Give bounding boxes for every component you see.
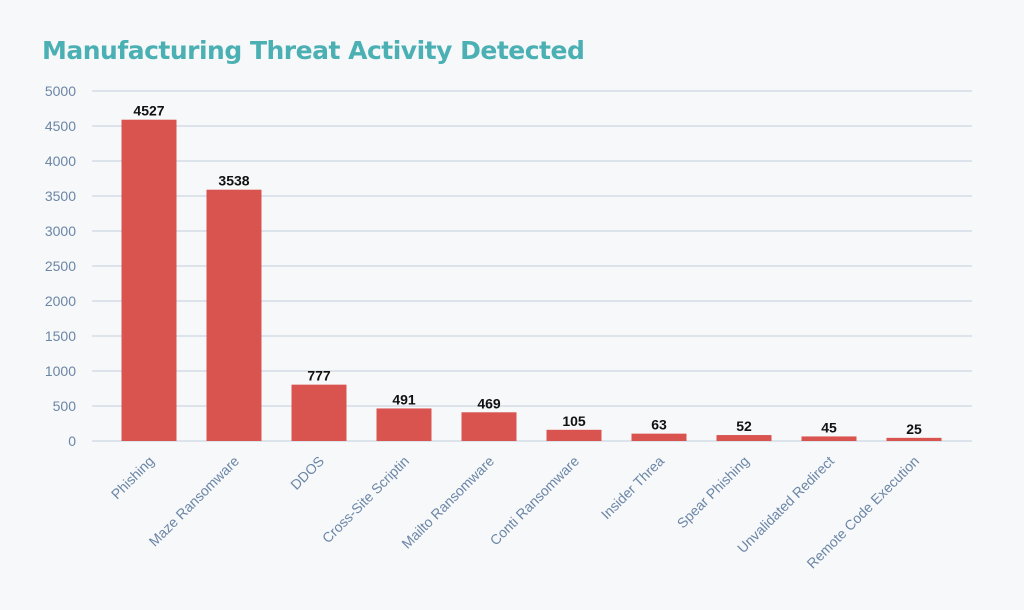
y-tick-label: 4500	[45, 118, 76, 134]
x-tick-label: Maze Ransomware	[146, 453, 243, 550]
y-tick-label: 1000	[45, 363, 76, 379]
x-tick-label: DDOS	[287, 453, 327, 493]
bar-0	[121, 119, 177, 441]
bar-3	[376, 408, 432, 441]
data-label: 777	[307, 368, 331, 384]
bar-7	[716, 435, 772, 441]
y-tick-label: 500	[53, 398, 77, 414]
bar-8	[801, 436, 857, 441]
data-label: 105	[562, 413, 586, 429]
chart-title: Manufacturing Threat Activity Detected	[42, 36, 585, 65]
data-label: 52	[736, 418, 752, 434]
bar-1	[206, 189, 262, 441]
y-tick-label: 5000	[45, 83, 76, 99]
bar-6	[631, 433, 687, 441]
y-tick-label: 2500	[45, 258, 76, 274]
y-tick-label: 1500	[45, 328, 76, 344]
bar-5	[546, 429, 602, 441]
x-tick-label: Phishing	[108, 453, 157, 502]
data-label: 469	[477, 395, 501, 411]
x-tick-label: Cross-Site Scriptin	[319, 453, 412, 546]
y-tick-label: 0	[68, 433, 76, 449]
x-tick-label: Conti Ransomware	[487, 453, 583, 549]
data-label: 3538	[218, 173, 249, 189]
y-tick-label: 3000	[45, 223, 76, 239]
data-label: 491	[392, 391, 416, 407]
bar-2	[291, 384, 347, 441]
y-tick-label: 3500	[45, 188, 76, 204]
bar-9	[886, 437, 942, 441]
data-label: 25	[906, 421, 922, 437]
data-label: 4527	[133, 103, 164, 119]
x-tick-label: Insider Threa	[598, 453, 668, 523]
y-tick-label: 2000	[45, 293, 76, 309]
x-tick-label: Spear Phishing	[674, 453, 752, 531]
bar-4	[461, 412, 517, 441]
data-label: 63	[651, 417, 667, 433]
data-label: 45	[821, 419, 837, 435]
y-tick-label: 4000	[45, 153, 76, 169]
x-tick-label: Mailto Ransomware	[398, 453, 497, 552]
